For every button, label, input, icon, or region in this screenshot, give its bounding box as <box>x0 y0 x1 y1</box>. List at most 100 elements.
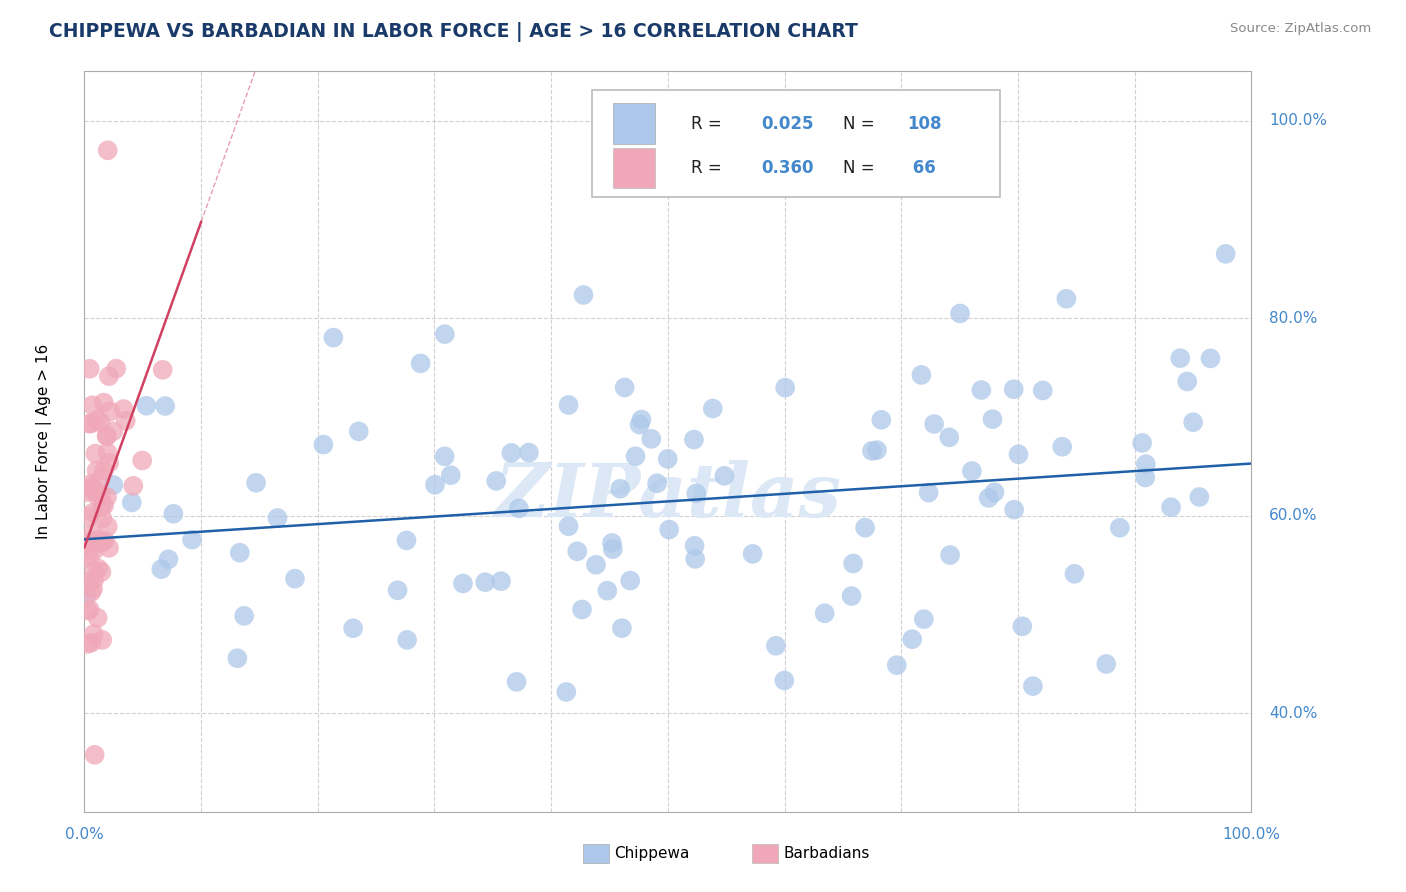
Point <box>114 414 136 428</box>
Point <box>75 590 97 604</box>
Point <box>983 485 1005 500</box>
Point <box>96 446 118 460</box>
Point <box>683 552 706 566</box>
Point <box>83 747 105 762</box>
Text: N =: N = <box>844 115 880 133</box>
Point <box>572 288 595 302</box>
Point <box>91 535 114 549</box>
FancyBboxPatch shape <box>613 103 655 144</box>
Text: 0.360: 0.360 <box>761 159 814 177</box>
Point <box>96 490 118 504</box>
Point <box>82 506 104 520</box>
Point <box>152 363 174 377</box>
FancyBboxPatch shape <box>592 90 1001 197</box>
Point <box>555 685 578 699</box>
Point <box>226 651 249 665</box>
Point <box>105 361 128 376</box>
Point <box>97 519 120 533</box>
Point <box>571 602 593 616</box>
Text: CHIPPEWA VS BARBADIAN IN LABOR FORCE | AGE > 16 CORRELATION CHART: CHIPPEWA VS BARBADIAN IN LABOR FORCE | A… <box>49 22 858 42</box>
FancyBboxPatch shape <box>613 147 655 188</box>
Point <box>505 674 527 689</box>
Point <box>229 546 252 560</box>
Text: R =: R = <box>692 159 727 177</box>
Point <box>312 437 335 451</box>
Point <box>1182 415 1205 429</box>
Point <box>266 511 288 525</box>
Point <box>93 464 115 478</box>
Text: 100.0%: 100.0% <box>1268 113 1327 128</box>
Point <box>842 557 865 571</box>
Point <box>1175 375 1198 389</box>
Point <box>80 635 103 649</box>
Point <box>440 468 463 483</box>
Point <box>90 565 112 579</box>
Point <box>83 627 105 641</box>
Point <box>773 673 796 688</box>
Point <box>866 443 889 458</box>
Point <box>683 433 706 447</box>
Point <box>181 533 204 547</box>
Point <box>1135 470 1157 484</box>
Point <box>567 544 589 558</box>
Point <box>122 479 145 493</box>
Point <box>517 445 540 459</box>
Point <box>86 533 108 547</box>
Point <box>912 612 935 626</box>
Point <box>86 611 108 625</box>
Text: 0.025: 0.025 <box>761 115 814 133</box>
Point <box>79 417 101 431</box>
Point <box>610 621 633 635</box>
Point <box>1160 500 1182 515</box>
Point <box>1002 382 1025 396</box>
Point <box>90 415 112 429</box>
Point <box>86 412 108 426</box>
Point <box>602 542 624 557</box>
Point <box>1108 521 1130 535</box>
Point <box>508 501 530 516</box>
Point <box>121 495 143 509</box>
Point <box>628 417 651 432</box>
Point <box>97 369 120 384</box>
Point <box>90 472 112 486</box>
Point <box>870 413 893 427</box>
Point <box>1095 657 1118 671</box>
Point <box>150 562 173 576</box>
Point <box>949 306 972 320</box>
Point <box>91 632 114 647</box>
Point <box>86 485 108 500</box>
Point <box>1032 384 1054 398</box>
Point <box>1007 447 1029 461</box>
Point <box>83 544 105 558</box>
Point <box>80 585 103 599</box>
Point <box>97 144 120 158</box>
Text: 40.0%: 40.0% <box>1268 706 1317 721</box>
Point <box>1063 566 1085 581</box>
Point <box>98 541 121 555</box>
Point <box>773 381 796 395</box>
Point <box>347 425 370 439</box>
Point <box>557 519 579 533</box>
Point <box>970 383 993 397</box>
Point <box>79 361 101 376</box>
Point <box>853 521 876 535</box>
Point <box>423 477 446 491</box>
Point <box>901 632 924 647</box>
Point <box>1130 436 1153 450</box>
Point <box>939 548 962 562</box>
Point <box>1168 351 1191 365</box>
Point <box>683 539 706 553</box>
Point <box>76 637 98 651</box>
Point <box>80 417 103 431</box>
Point <box>77 510 100 524</box>
Point <box>82 582 104 596</box>
Point <box>84 446 107 460</box>
Point <box>433 450 456 464</box>
Point <box>1215 247 1237 261</box>
Text: Source: ZipAtlas.com: Source: ZipAtlas.com <box>1230 22 1371 36</box>
Point <box>1011 619 1033 633</box>
Point <box>131 453 153 467</box>
Point <box>1054 292 1077 306</box>
Point <box>910 368 932 382</box>
Text: Barbadians: Barbadians <box>783 847 869 861</box>
